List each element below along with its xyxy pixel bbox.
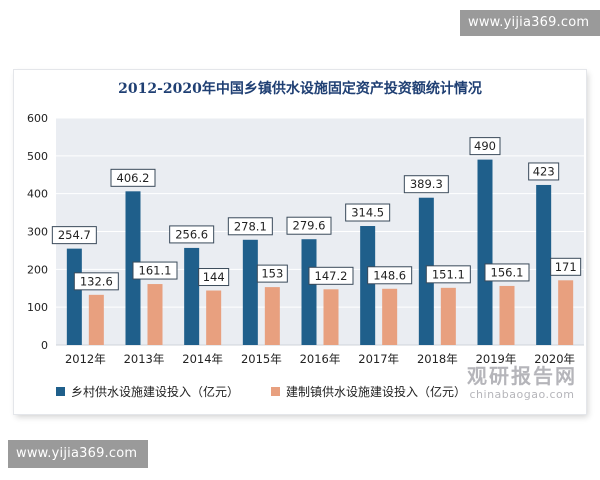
- data-label-town: 148.6: [373, 268, 406, 282]
- legend-label-rural: 乡村供水设施建设投入（亿元）: [71, 384, 240, 399]
- data-label-box-town: [73, 272, 119, 291]
- data-label-town: 132.6: [80, 274, 113, 288]
- y-tick-label: 500: [27, 150, 48, 163]
- y-tick-label: 600: [27, 112, 48, 125]
- data-label-box-town: [132, 261, 178, 280]
- x-tick-label: 2019年: [476, 352, 517, 366]
- chart-title: 2012-2020年中国乡镇供水设施固定资产投资额统计情况: [118, 81, 482, 97]
- data-label-town: 171: [555, 260, 577, 274]
- data-label-rural: 490: [474, 139, 496, 153]
- legend-label-town: 建制镇供水设施建设投入（亿元）: [286, 384, 467, 399]
- x-tick-label: 2014年: [182, 352, 223, 366]
- watermark-top: www.yijia369.com: [460, 10, 600, 36]
- y-tick-label: 300: [27, 226, 48, 239]
- data-label-rural: 406.2: [117, 171, 150, 185]
- bar-town: [323, 289, 339, 345]
- bar-town: [558, 280, 574, 345]
- data-label-box-rural: [403, 175, 449, 194]
- data-label-box-town: [198, 268, 230, 287]
- data-label-box-rural: [286, 216, 332, 235]
- bar-town: [440, 287, 456, 345]
- legend-swatch-rural: [56, 386, 65, 396]
- bar-rural: [184, 247, 200, 345]
- data-label-box-town: [308, 266, 354, 285]
- legend-item-rural: 乡村供水设施建设投入（亿元）: [56, 383, 239, 400]
- data-label-town: 156.1: [491, 265, 524, 279]
- data-label-box-town: [550, 257, 582, 276]
- data-label-box-rural: [51, 226, 97, 245]
- y-tick-label: 400: [27, 188, 48, 201]
- x-tick-label: 2020年: [534, 352, 575, 366]
- bar-rural: [242, 239, 258, 345]
- x-tick-label: 2017年: [358, 352, 399, 366]
- data-label-rural: 256.6: [175, 227, 208, 241]
- data-label-box-rural: [528, 162, 560, 181]
- data-label-rural: 278.1: [234, 219, 267, 233]
- data-label-box-rural: [345, 203, 391, 222]
- bar-town: [88, 294, 104, 345]
- legend-item-town: 建制镇供水设施建设投入（亿元）: [271, 383, 466, 400]
- data-label-rural: 389.3: [410, 177, 443, 191]
- bar-town: [206, 290, 222, 345]
- data-label-box-rural: [110, 168, 156, 187]
- x-tick-label: 2018年: [417, 352, 458, 366]
- data-label-town: 147.2: [315, 269, 348, 283]
- data-label-rural: 423: [533, 164, 555, 178]
- data-label-box-town: [367, 266, 413, 285]
- x-tick-label: 2012年: [65, 352, 106, 366]
- bar-rural: [66, 248, 82, 345]
- x-tick-label: 2013年: [124, 352, 165, 366]
- data-label-town: 144: [203, 270, 225, 284]
- data-label-rural: 279.6: [293, 219, 326, 233]
- data-label-town: 151.1: [432, 267, 465, 281]
- y-tick-label: 200: [27, 263, 48, 276]
- data-label-rural: 254.7: [58, 228, 91, 242]
- bar-rural: [301, 239, 317, 345]
- data-label-rural: 314.5: [351, 206, 384, 220]
- data-label-box-town: [256, 264, 288, 283]
- chart-legend: 乡村供水设施建设投入（亿元） 建制镇供水设施建设投入（亿元）: [56, 382, 498, 400]
- data-label-box-town: [484, 263, 530, 282]
- bar-rural: [360, 226, 376, 345]
- y-tick-label: 0: [41, 339, 48, 352]
- data-label-box-town: [425, 265, 471, 284]
- data-label-box-rural: [169, 225, 215, 244]
- bar-town: [499, 285, 515, 345]
- data-label-town: 153: [261, 267, 283, 281]
- watermark-bottom: www.yijia369.com: [8, 440, 148, 468]
- data-label-town: 161.1: [139, 264, 172, 278]
- data-label-box-rural: [227, 217, 273, 236]
- y-tick-label: 100: [27, 301, 48, 314]
- x-tick-label: 2015年: [241, 352, 282, 366]
- bar-rural: [477, 159, 493, 345]
- legend-swatch-town: [271, 386, 281, 396]
- bar-rural: [536, 184, 552, 345]
- bar-town: [264, 287, 280, 345]
- data-label-box-rural: [469, 137, 501, 156]
- bar-town: [147, 284, 163, 345]
- bar-town: [382, 288, 398, 345]
- x-tick-label: 2016年: [300, 352, 341, 366]
